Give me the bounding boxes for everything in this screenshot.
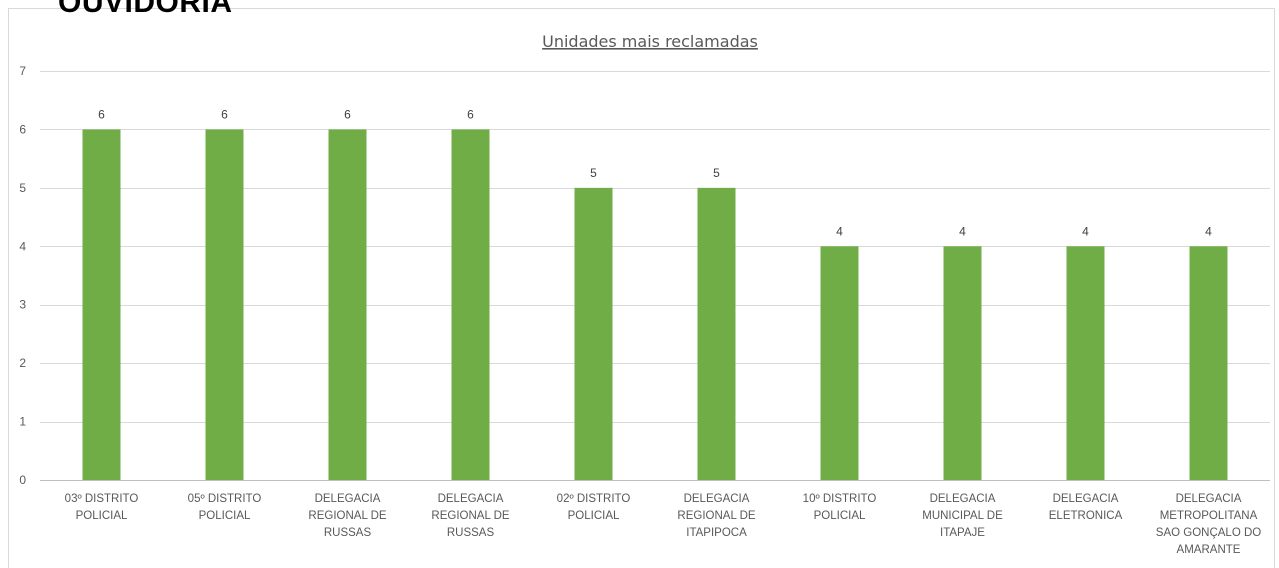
- bar: [1189, 246, 1228, 480]
- y-tick-label: 7: [19, 64, 26, 78]
- bar-value-label: 6: [221, 107, 228, 121]
- label-layer: 6 6 6 6 5 5 4 4 4 4: [98, 107, 1212, 238]
- x-tick-label: 03º DISTRITO POLICIAL: [65, 493, 139, 522]
- grid-layer: [40, 71, 1270, 481]
- bar: [205, 129, 244, 480]
- bar: [820, 246, 859, 480]
- x-tick-label: 02º DISTRITO POLICIAL: [557, 493, 631, 522]
- bar: [328, 129, 367, 480]
- page-heading: OUVIDORIA: [58, 0, 233, 19]
- x-tick-label: 05º DISTRITO POLICIAL: [188, 493, 262, 522]
- bar-value-label: 4: [1082, 224, 1089, 238]
- bar-value-label: 6: [98, 107, 105, 121]
- x-tick-label-line: DELEGACIA: [1053, 493, 1119, 505]
- bar: [451, 129, 490, 480]
- x-tick-label-line: POLICIAL: [814, 510, 866, 522]
- x-tick-label-line: DELEGACIA: [684, 493, 750, 505]
- y-tick-label: 4: [19, 239, 26, 253]
- y-tick-label: 1: [19, 415, 26, 429]
- bar: [697, 187, 736, 480]
- x-tick-label-line: POLICIAL: [76, 510, 128, 522]
- x-tick-label: DELEGACIA REGIONAL DE RUSSAS: [308, 493, 387, 539]
- y-tick-label: 2: [19, 356, 26, 370]
- y-tick-label: 6: [19, 122, 26, 136]
- x-tick-label-line: MUNICIPAL DE: [922, 510, 1003, 522]
- x-tick-label-line: 02º DISTRITO: [557, 493, 631, 505]
- x-tick-label-line: 10º DISTRITO: [803, 493, 877, 505]
- x-tick-label-line: ITAPIPOCA: [686, 527, 747, 539]
- x-tick-label: DELEGACIA MUNICIPAL DE ITAPAJE: [922, 493, 1003, 539]
- x-tick-label: DELEGACIA REGIONAL DE ITAPIPOCA: [677, 493, 756, 539]
- x-tick-label: DELEGACIA REGIONAL DE RUSSAS: [431, 493, 510, 539]
- x-tick-label-line: METROPOLITANA: [1160, 510, 1258, 522]
- y-tick-label: 5: [19, 181, 26, 195]
- x-tick-label-line: RUSSAS: [324, 527, 372, 539]
- bar: [943, 246, 982, 480]
- bar-layer: [82, 129, 1228, 480]
- bar-value-label: 6: [467, 107, 474, 121]
- x-tick-label-line: 03º DISTRITO: [65, 493, 139, 505]
- y-tick-label: 3: [19, 298, 26, 312]
- bar: [574, 187, 613, 480]
- x-tick-label-line: REGIONAL DE: [677, 510, 756, 522]
- x-tick-label-line: POLICIAL: [568, 510, 620, 522]
- x-tick-label-line: ELETRONICA: [1049, 510, 1123, 522]
- x-tick-label-line: DELEGACIA: [315, 493, 381, 505]
- x-axis-ticks: 03º DISTRITO POLICIAL 05º DISTRITO POLICIAL…: [65, 493, 1262, 556]
- bar: [82, 129, 121, 480]
- y-tick-label: 0: [19, 473, 26, 487]
- x-tick-label-line: REGIONAL DE: [431, 510, 510, 522]
- x-tick-label-line: 05º DISTRITO: [188, 493, 262, 505]
- x-tick-label-line: POLICIAL: [199, 510, 251, 522]
- chart-title: Unidades mais reclamadas: [542, 32, 758, 51]
- x-tick-label-line: ITAPAJE: [940, 527, 985, 539]
- bar: [1066, 246, 1105, 480]
- bar-value-label: 5: [590, 166, 597, 180]
- x-tick-label-line: DELEGACIA: [1176, 493, 1242, 505]
- x-tick-label-line: SAO GONÇALO DO: [1156, 527, 1261, 539]
- bar-value-label: 4: [959, 224, 966, 238]
- x-tick-label-line: DELEGACIA: [930, 493, 996, 505]
- bar-value-label: 6: [344, 107, 351, 121]
- x-tick-label-line: REGIONAL DE: [308, 510, 387, 522]
- x-tick-label-line: AMARANTE: [1177, 544, 1241, 556]
- x-tick-label: DELEGACIA ELETRONICA: [1049, 493, 1123, 522]
- x-tick-label: 10º DISTRITO POLICIAL: [803, 493, 877, 522]
- bar-value-label: 4: [1205, 224, 1212, 238]
- bar-value-label: 5: [713, 166, 720, 180]
- x-tick-label: DELEGACIA METROPOLITANA SAO GONÇALO DO AMAR…: [1156, 493, 1261, 556]
- y-axis-ticks: 0 1 2 3 4 5 6 7: [19, 64, 26, 487]
- x-tick-label-line: DELEGACIA: [438, 493, 504, 505]
- bar-value-label: 4: [836, 224, 843, 238]
- x-tick-label-line: RUSSAS: [447, 527, 495, 539]
